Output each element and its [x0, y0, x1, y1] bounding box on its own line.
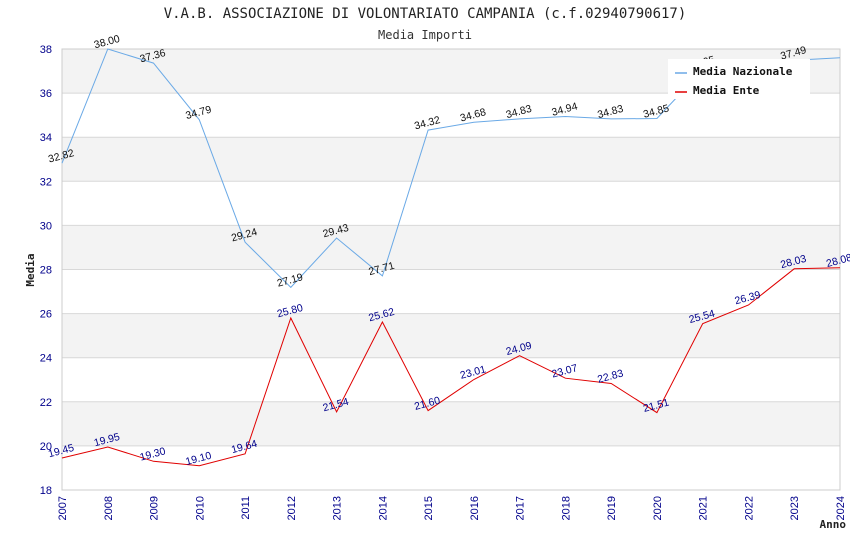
plot-band [62, 93, 840, 138]
y-tick-label: 34 [40, 132, 52, 144]
y-tick-label: 36 [40, 88, 52, 100]
x-axis-ticks: 2007 2008 2009 2010 2011 2012 2013 2014 2015 2016… [57, 496, 847, 520]
legend: Media Nazionale Media Ente [668, 59, 810, 99]
x-tick-label: 2017 [515, 496, 527, 520]
x-tick-label: 2019 [606, 496, 618, 520]
x-tick-label: 2010 [194, 496, 206, 520]
x-tick-label: 2011 [240, 496, 252, 520]
y-tick-label: 18 [40, 485, 52, 497]
y-tick-label: 32 [40, 176, 52, 188]
x-tick-label: 2012 [286, 496, 298, 520]
plot-band [62, 269, 840, 314]
y-tick-label: 22 [40, 397, 52, 409]
x-tick-label: 2021 [698, 496, 710, 520]
y-tick-label: 30 [40, 220, 52, 232]
legend-box [668, 59, 810, 99]
x-tick-label: 2008 [103, 496, 115, 520]
x-tick-label: 2020 [652, 496, 664, 520]
x-tick-label: 2024 [835, 496, 847, 520]
chart-subtitle: Media Importi [378, 28, 472, 42]
y-tick-label: 24 [40, 353, 52, 365]
x-tick-label: 2015 [423, 496, 435, 520]
y-axis-label: Media [24, 253, 37, 286]
plot-band [62, 401, 840, 446]
plot-band [62, 445, 840, 490]
x-axis-label: Anno [820, 518, 847, 531]
y-tick-label: 38 [40, 44, 52, 56]
plot-band [62, 225, 840, 270]
plot-band [62, 137, 840, 182]
y-tick-label: 28 [40, 265, 52, 277]
series-line-media-ente [61, 267, 841, 467]
chart-title: V.A.B. ASSOCIAZIONE DI VOLONTARIATO CAMP… [164, 6, 687, 22]
legend-label-media-ente: Media Ente [693, 84, 760, 97]
x-tick-label: 2018 [560, 496, 572, 520]
plot-band [62, 313, 840, 358]
y-tick-label: 20 [40, 441, 52, 453]
legend-label-media-nazionale: Media Nazionale [693, 65, 793, 78]
x-tick-label: 2014 [377, 496, 389, 520]
y-tick-label: 26 [40, 309, 52, 321]
y-axis-ticks: 18 20 22 24 26 28 30 32 34 36 38 [40, 44, 52, 497]
x-tick-label: 2023 [789, 496, 801, 520]
x-tick-label: 2013 [332, 496, 344, 520]
x-tick-label: 2007 [57, 496, 69, 520]
x-tick-label: 2009 [149, 496, 161, 520]
plot-frame [61, 48, 841, 491]
data-label-media-ente: 28.08 [825, 252, 850, 270]
x-tick-label: 2016 [469, 496, 481, 520]
x-tick-label: 2022 [743, 496, 755, 520]
plot-band [62, 181, 840, 226]
